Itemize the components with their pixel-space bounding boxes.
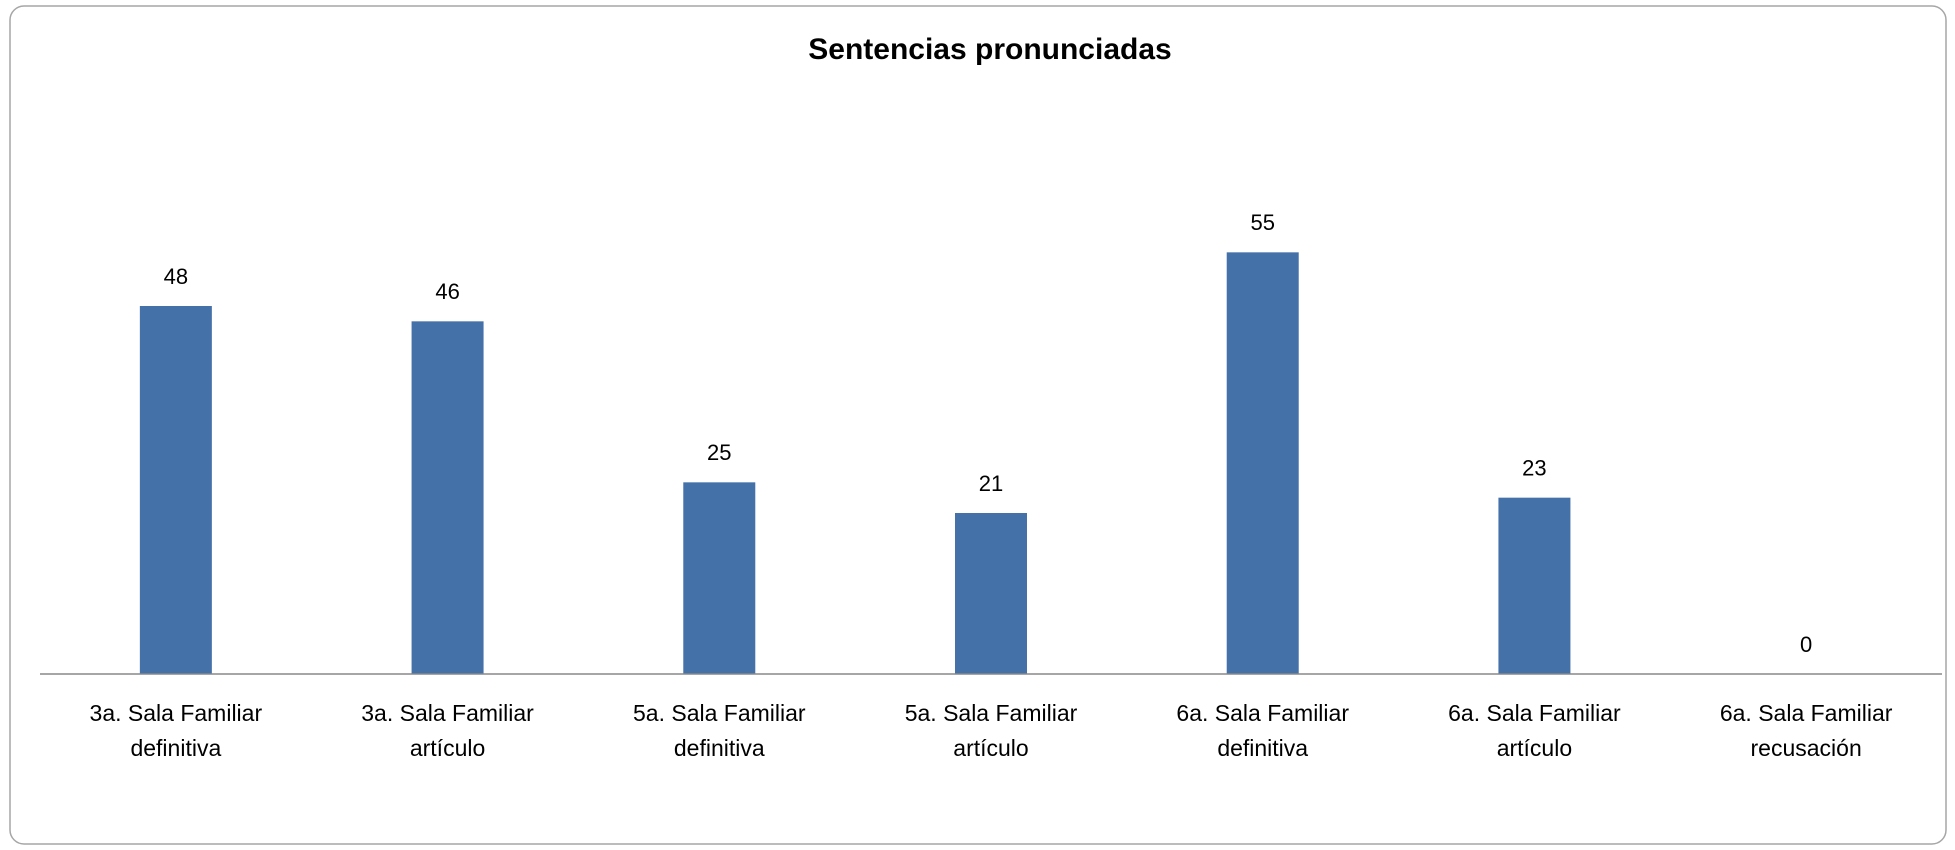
x-tick-label: 6a. Sala Familiar artículo (1448, 700, 1621, 761)
x-tick-label: 3a. Sala Familiar artículo (361, 700, 534, 761)
data-label: 46 (435, 279, 459, 304)
data-label: 21 (979, 471, 1003, 496)
bar (139, 306, 212, 674)
bar (1226, 252, 1299, 675)
data-label: 25 (707, 440, 731, 465)
x-tick-label: 3a. Sala Familiar definitiva (89, 700, 263, 761)
bar (683, 482, 756, 674)
data-label: 23 (1522, 455, 1546, 480)
chart-title: Sentencias pronunciadas (808, 33, 1171, 66)
data-label: 48 (164, 264, 188, 289)
bar (1498, 497, 1571, 674)
x-tick-label: 6a. Sala Familiar recusación (1719, 700, 1893, 761)
x-tick-label: 5a. Sala Familiar artículo (904, 700, 1078, 761)
x-tick-label: 6a. Sala Familiar definitiva (1176, 700, 1349, 761)
chart-frame (9, 5, 1947, 845)
data-label: 55 (1250, 210, 1274, 235)
bar (955, 513, 1027, 674)
x-tick-label: 5a. Sala Familiar definitiva (632, 700, 806, 761)
bar (411, 321, 484, 674)
data-label: 0 (1800, 632, 1812, 657)
